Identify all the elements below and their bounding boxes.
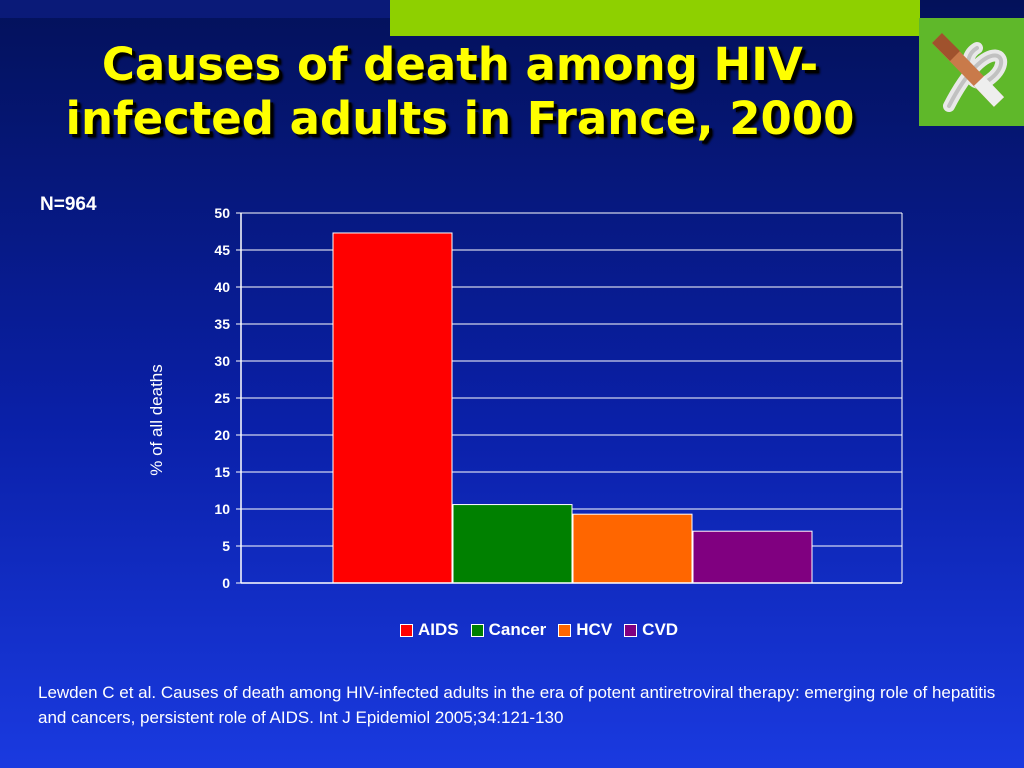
chart-legend: AIDS Cancer HCV CVD — [400, 620, 678, 640]
y-tick-label: 20 — [214, 427, 230, 443]
cigarette-ribbon-icon — [931, 33, 1008, 112]
legend-item-aids: AIDS — [400, 620, 459, 640]
bars — [332, 232, 813, 584]
y-tick-labels: 0 5 10 15 20 25 30 35 40 45 50 — [214, 205, 241, 591]
y-tick-label: 15 — [214, 464, 230, 480]
y-tick-label: 30 — [214, 353, 230, 369]
y-tick-label: 10 — [214, 501, 230, 517]
y-tick-label: 50 — [214, 205, 230, 221]
legend-swatch — [470, 623, 484, 637]
legend-swatch — [558, 623, 572, 637]
legend-item-cvd: CVD — [624, 620, 678, 640]
top-strip-dark — [0, 0, 392, 18]
citation: Lewden C et al. Causes of death among HI… — [38, 683, 996, 727]
y-tick-label: 25 — [214, 390, 230, 406]
y-tick-label: 35 — [214, 316, 230, 332]
slide-title: Causes of death among HIV-infected adult… — [65, 38, 855, 145]
legend-label: CVD — [642, 620, 679, 639]
legend-label: HCV — [576, 620, 613, 639]
legend-swatch — [400, 623, 413, 637]
bar-hcv — [572, 513, 693, 584]
sample-size-label: N=964 — [40, 194, 97, 215]
y-axis-label: % of all deaths — [147, 364, 166, 476]
legend-swatch — [624, 623, 638, 637]
logo — [919, 18, 1024, 126]
y-tick-label: 45 — [214, 242, 230, 258]
legend-label: Cancer — [488, 620, 547, 639]
bar-cancer — [452, 504, 573, 584]
legend-item-cancer: Cancer — [470, 620, 547, 640]
legend-item-hcv: HCV — [558, 620, 612, 640]
y-tick-label: 40 — [214, 279, 230, 295]
y-tick-label: 5 — [222, 538, 230, 554]
bar-cvd — [692, 530, 813, 584]
y-tick-label: 0 — [222, 575, 230, 591]
legend-label: AIDS — [418, 620, 459, 639]
top-strip-green — [390, 0, 920, 36]
bar-aids — [332, 232, 453, 584]
